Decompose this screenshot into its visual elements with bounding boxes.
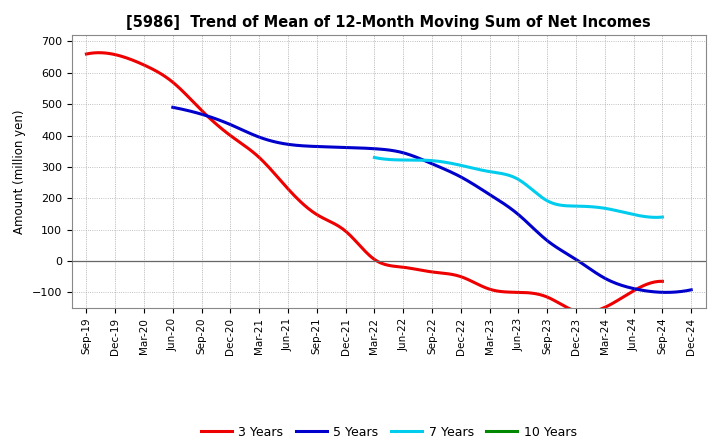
7 Years [631,212,640,217]
5 Years [475,186,484,191]
3 Years [570,308,578,313]
Line: 5 Years: 5 Years [173,107,691,292]
3 Years [425,269,433,274]
3 Years [427,269,436,275]
Line: 3 Years: 3 Years [86,53,662,312]
7 Years [546,200,555,205]
7 Years [652,215,660,220]
3 Years [608,301,616,306]
3 Years [82,51,91,57]
3 Years [581,310,590,315]
5 Years [477,187,486,192]
5 Years [486,192,495,198]
3 Years [436,270,445,275]
Y-axis label: Amount (million yen): Amount (million yen) [14,110,27,234]
5 Years [606,278,614,283]
7 Years [541,197,549,202]
5 Years [170,105,179,110]
5 Years [687,287,696,293]
7 Years [370,155,379,160]
Legend: 3 Years, 5 Years, 7 Years, 10 Years: 3 Years, 5 Years, 7 Years, 10 Years [196,421,582,440]
7 Years [658,214,667,220]
3 Years [658,279,667,284]
7 Years [613,208,621,213]
7 Years [541,198,550,203]
5 Years [168,105,177,110]
3 Years [84,51,93,56]
5 Years [639,288,647,293]
7 Years [371,155,379,160]
3 Years [94,50,102,55]
Title: [5986]  Trend of Mean of 12-Month Moving Sum of Net Incomes: [5986] Trend of Mean of 12-Month Moving … [127,15,651,30]
Line: 7 Years: 7 Years [374,158,662,217]
5 Years [662,290,671,295]
